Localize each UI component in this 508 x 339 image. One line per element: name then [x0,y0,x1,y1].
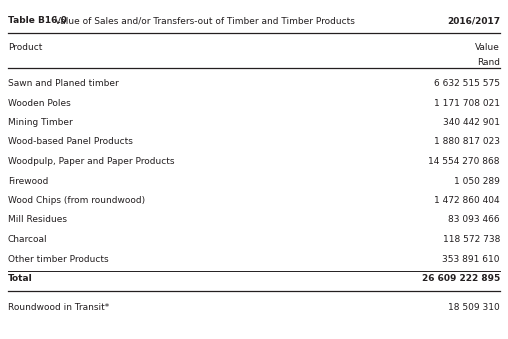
Text: 1 050 289: 1 050 289 [454,177,500,185]
Text: Firewood: Firewood [8,177,48,185]
Text: Rand: Rand [477,58,500,67]
Text: Wooden Poles: Wooden Poles [8,99,71,107]
Text: 2016/2017: 2016/2017 [447,16,500,25]
Text: 340 442 901: 340 442 901 [443,118,500,127]
Text: Roundwood in Transit*: Roundwood in Transit* [8,303,109,312]
Text: Wood Chips (from roundwood): Wood Chips (from roundwood) [8,196,145,205]
Text: 1 880 817 023: 1 880 817 023 [434,138,500,146]
Text: 18 509 310: 18 509 310 [448,303,500,312]
Text: 83 093 466: 83 093 466 [449,216,500,224]
Text: Mining Timber: Mining Timber [8,118,73,127]
Text: Other timber Products: Other timber Products [8,255,109,263]
Text: 6 632 515 575: 6 632 515 575 [434,79,500,88]
Text: Mill Residues: Mill Residues [8,216,67,224]
Text: Total: Total [8,274,33,283]
Text: 14 554 270 868: 14 554 270 868 [429,157,500,166]
Text: Woodpulp, Paper and Paper Products: Woodpulp, Paper and Paper Products [8,157,175,166]
Text: 353 891 610: 353 891 610 [442,255,500,263]
Text: Value: Value [475,43,500,52]
Text: 26 609 222 895: 26 609 222 895 [422,274,500,283]
Text: Value of Sales and/or Transfers-out of Timber and Timber Products: Value of Sales and/or Transfers-out of T… [52,16,355,25]
Text: Charcoal: Charcoal [8,235,48,244]
Text: Wood-based Panel Products: Wood-based Panel Products [8,138,133,146]
Text: 1 171 708 021: 1 171 708 021 [434,99,500,107]
Text: Product: Product [8,43,42,52]
Text: Table B16.0: Table B16.0 [8,16,67,25]
Text: Sawn and Planed timber: Sawn and Planed timber [8,79,119,88]
Text: 1 472 860 404: 1 472 860 404 [434,196,500,205]
Text: 118 572 738: 118 572 738 [442,235,500,244]
